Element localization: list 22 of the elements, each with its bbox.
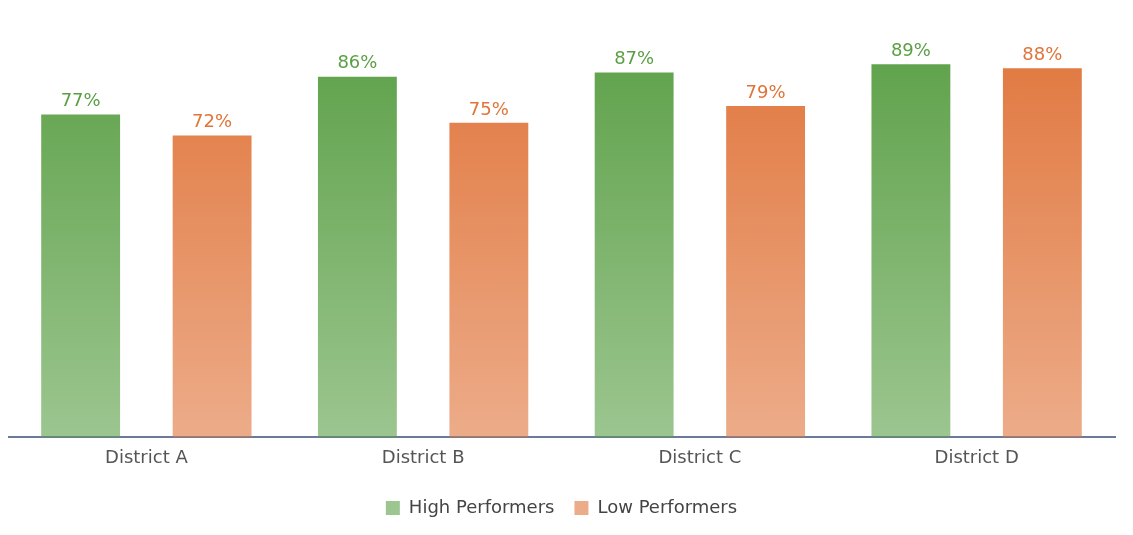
bar [172, 135, 252, 438]
data-label: 77% [60, 89, 101, 111]
data-label: 87% [614, 47, 655, 69]
data-label: 72% [192, 110, 233, 132]
x-tick-label: District C [658, 445, 742, 467]
x-tick-label: District B [381, 445, 465, 467]
legend-label: High Performers [408, 495, 555, 517]
bar [41, 114, 121, 438]
data-label: 89% [890, 38, 931, 60]
bar [594, 72, 674, 438]
legend-label: Low Performers [597, 495, 738, 517]
data-label: 88% [1022, 43, 1063, 64]
data-label: 86% [337, 51, 378, 73]
data-label: 79% [745, 80, 786, 102]
x-tick-label: District D [934, 445, 1019, 467]
bar [871, 64, 951, 438]
bar [449, 122, 529, 438]
bar [317, 76, 397, 438]
bar [1002, 68, 1082, 438]
bar [726, 106, 806, 438]
x-tick-label: District A [105, 445, 189, 467]
data-label: 75% [468, 97, 509, 119]
